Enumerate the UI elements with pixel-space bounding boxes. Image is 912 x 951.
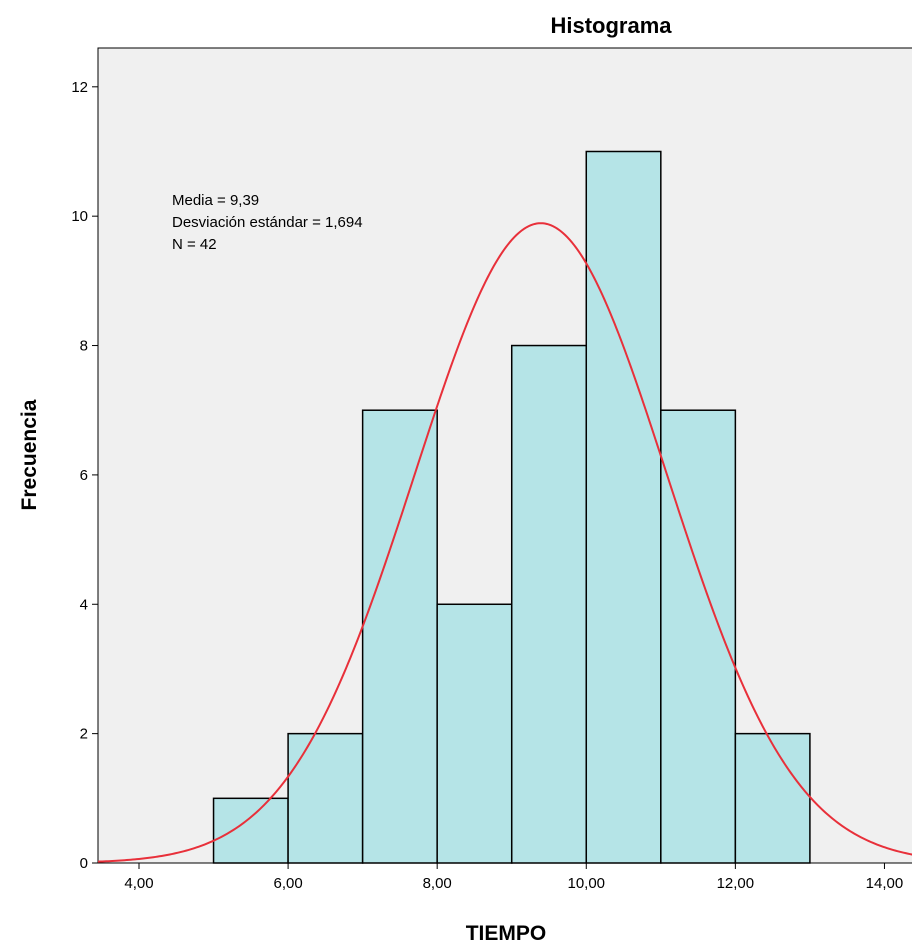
y-tick-label: 12 [71,79,88,96]
histogram-bar [436,603,513,864]
y-tick-label: 0 [80,855,88,872]
histogram-bar [212,797,289,864]
y-tick-label: 8 [80,338,88,355]
x-axis-label: TIEMPO [466,922,547,945]
x-tick-label: 12,00 [717,875,755,892]
x-tick-label: 8,00 [423,875,452,892]
stats-sd: Desviación estándar = 1,694 [172,214,363,231]
x-tick-label: 14,00 [866,875,904,892]
normal-curve [97,222,912,863]
y-tick-label: 6 [80,467,88,484]
histogram-bar [734,732,811,864]
stats-n: N = 42 [172,236,217,253]
histogram-bar [660,409,737,864]
chart-title: Histograma [550,13,672,38]
y-tick-label: 4 [80,596,88,613]
x-tick-label: 6,00 [273,875,302,892]
y-tick-label: 10 [71,208,88,225]
bars-group [212,150,811,864]
histogram-bar [585,150,662,864]
x-tick-label: 4,00 [124,875,153,892]
y-tick-label: 2 [80,726,88,743]
histogram-bar [510,344,588,864]
y-axis-label: Frecuencia [18,399,41,510]
x-tick-label: 10,00 [567,875,605,892]
histogram-bar [361,409,438,864]
histogram-bar [287,732,364,864]
axes-group: 0 2 4 6 8 10 12 4,00 6,00 8,00 10,00 12,00 14,00 [71,79,903,892]
stats-mean: Media = 9,39 [172,192,259,209]
